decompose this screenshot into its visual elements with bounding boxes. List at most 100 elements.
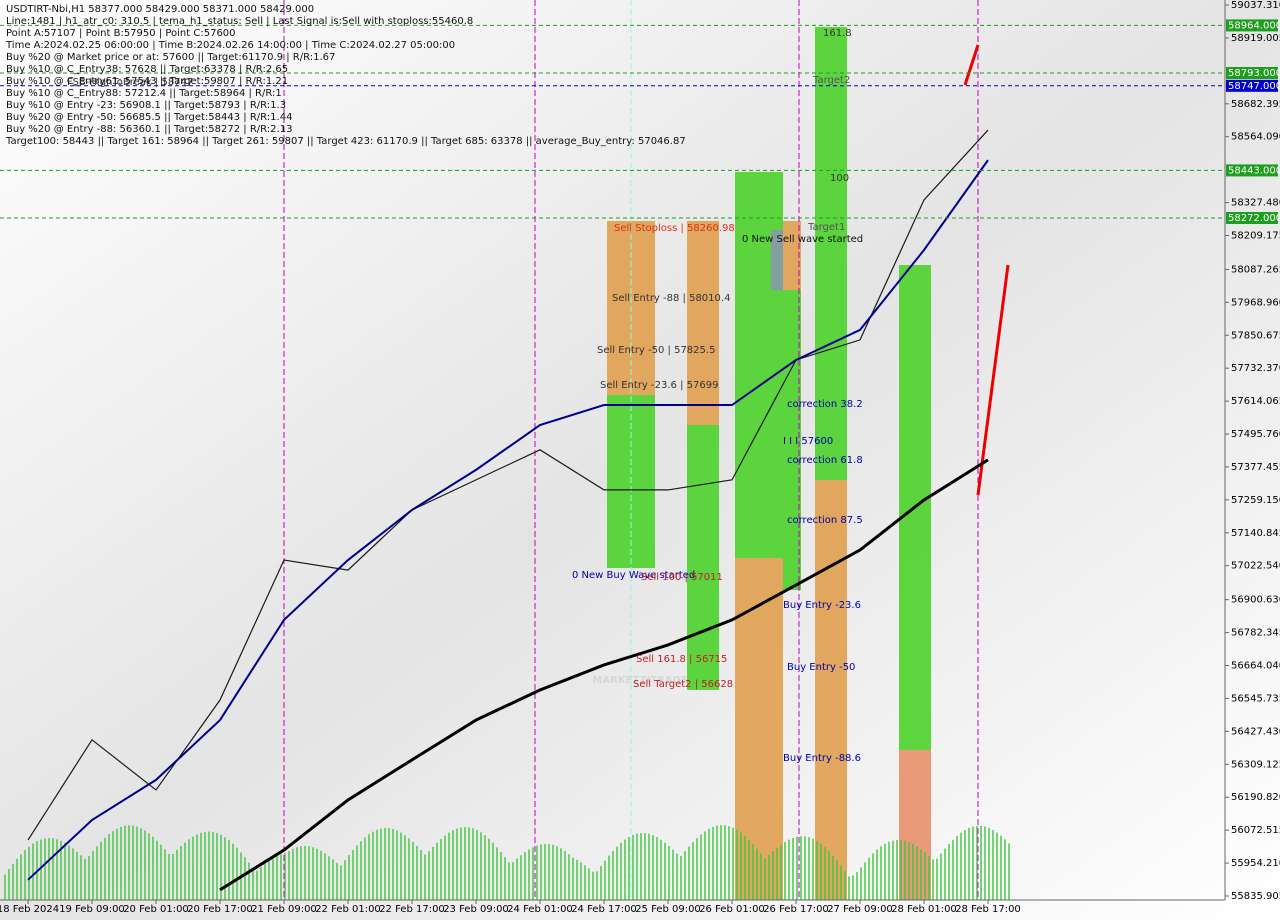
volume-bar [316, 848, 318, 900]
volume-bar [80, 855, 82, 900]
x-tick-label: 23 Feb 09:00 [443, 904, 509, 915]
volume-bar [696, 838, 698, 900]
volume-bar [904, 840, 906, 900]
annotation: 0 New Sell wave started [742, 234, 863, 245]
volume-bar [656, 837, 658, 900]
x-tick-label: 19 Feb 09:00 [59, 904, 125, 915]
volume-bar [620, 842, 622, 900]
annotation: Sell 161.8 | 56715 [636, 654, 727, 665]
volume-bar [208, 831, 210, 900]
volume-bar [444, 835, 446, 900]
zone [735, 172, 783, 558]
volume-bar [528, 849, 530, 900]
volume-bar [12, 863, 14, 900]
annotation: Sell Entry -88 | 58010.4 [612, 293, 730, 304]
volume-bar [828, 851, 830, 900]
annotation: Sell Entry -50 | 57825.5 [597, 345, 715, 356]
volume-bar [840, 865, 842, 900]
x-tick-label: 25 Feb 09:00 [635, 904, 701, 915]
volume-bar [220, 834, 222, 900]
annotation: Buy Entry -50 [787, 662, 855, 673]
header-line: Buy %20 @ Entry -50: 56685.5 || Target:5… [6, 112, 292, 123]
zones [4, 0, 1010, 900]
volume-bar [748, 839, 750, 900]
volume-bar [808, 837, 810, 900]
volume-bar [884, 843, 886, 900]
volume-bar [104, 837, 106, 900]
volume-bar [16, 858, 18, 900]
volume-bar [360, 841, 362, 900]
volume-bar [136, 826, 138, 900]
volume-bar [892, 840, 894, 900]
volume-bar [872, 853, 874, 900]
y-tick-label: 56190.820 [1231, 792, 1280, 803]
volume-bar [352, 850, 354, 900]
y-tick-label: 56072.515 [1231, 825, 1280, 836]
volume-bar [380, 828, 382, 900]
annotation: Sell 100 | 57011 [641, 572, 723, 583]
volume-bar [212, 831, 214, 900]
volume-bar [376, 829, 378, 900]
annotation: Sell Target2 | 56628 [633, 679, 733, 690]
y-tick-label: 55835.905 [1231, 891, 1280, 902]
volume-bar [588, 868, 590, 900]
volume-bar [576, 859, 578, 900]
y-tick-label: 57732.370 [1231, 363, 1280, 374]
volume-bar [400, 832, 402, 900]
volume-bar [148, 833, 150, 900]
volume-bar [424, 854, 426, 900]
volume-bar [292, 848, 294, 900]
volume-bar [160, 844, 162, 900]
volume-bar [108, 834, 110, 900]
zone [687, 221, 719, 425]
volume-bar [752, 844, 754, 900]
volume-bar [412, 841, 414, 900]
volume-bar [624, 839, 626, 900]
y-tick-label: 56545.735 [1231, 693, 1280, 704]
volume-bar [676, 853, 678, 900]
price-tag-label: 58272.000 [1228, 213, 1280, 224]
volume-bar [836, 860, 838, 900]
volume-bar [880, 846, 882, 900]
volume-bar [768, 855, 770, 900]
y-tick-label: 58209.175 [1231, 230, 1280, 241]
volume-bar [924, 852, 926, 900]
x-tick-label: 26 Feb 01:00 [699, 904, 765, 915]
volume-bar [200, 832, 202, 900]
volume-bar [848, 876, 850, 900]
price-tag [1226, 164, 1278, 177]
volume-bar [356, 845, 358, 900]
price-tag-label: 58747.000 [1228, 81, 1280, 92]
volume-bar [916, 846, 918, 900]
volume-bar [324, 853, 326, 900]
volume-bar [744, 835, 746, 900]
volume-bar [552, 844, 554, 900]
volume-bar [636, 833, 638, 900]
annotation: correction 61.8 [787, 455, 863, 466]
volume-bar [968, 827, 970, 900]
annotation: correction 38.2 [787, 399, 863, 410]
volume-bar [372, 831, 374, 900]
volume-bar [312, 847, 314, 900]
zone [687, 425, 719, 690]
header-line: Line:1481 | h1_atr_c0: 310.5 | tema_h1_s… [6, 16, 473, 27]
volume-bar [264, 864, 266, 900]
volume-bar [272, 858, 274, 900]
volume-bar [712, 826, 714, 900]
volume-bar [672, 849, 674, 900]
volume-bar [496, 847, 498, 900]
volume-bar [628, 836, 630, 900]
volume-bar [124, 825, 126, 900]
volume-bar [472, 828, 474, 900]
volume-bar [984, 826, 986, 900]
volume-bar [936, 858, 938, 900]
volume-bar [540, 844, 542, 900]
y-tick-label: 59037.310 [1231, 0, 1280, 11]
annotation: 0 New Buy Wave started [572, 570, 695, 581]
volume-bar [228, 840, 230, 900]
x-tick-label: 24 Feb 01:00 [507, 904, 573, 915]
y-tick-label: 57850.675 [1231, 330, 1280, 341]
volume-bar [384, 827, 386, 900]
volume-bar [28, 846, 30, 900]
